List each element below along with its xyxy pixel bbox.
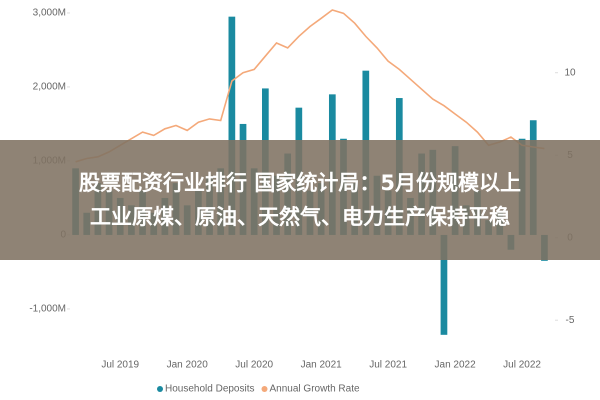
x-tick-label: Jan 2020 [167, 360, 209, 371]
x-tick-label: Jul 2021 [369, 360, 407, 371]
y-tick-label: 2,000M [33, 82, 66, 93]
legend-label: Annual Growth Rate [270, 384, 360, 395]
legend-marker [157, 386, 163, 392]
line [75, 9, 545, 163]
x-tick-label: Jul 2020 [235, 360, 273, 371]
x-tick-label: Jan 2022 [435, 360, 477, 371]
legend-label: Household Deposits [165, 384, 255, 395]
y2-tick-label: -5 [566, 315, 575, 326]
x-tick-label: Jan 2021 [301, 360, 343, 371]
title-banner: 股票配资行业排行 国家统计局：5月份规模以上 工业原煤、原油、天然气、电力生产保… [0, 140, 600, 260]
banner-line: 股票配资行业排行 国家统计局：5月份规模以上 [79, 171, 521, 195]
legend-marker [261, 386, 268, 392]
bar [228, 16, 236, 235]
x-tick-label: Jul 2022 [503, 360, 541, 371]
banner-line: 工业原煤、原油、天然气、电力生产保持平稳 [90, 205, 510, 229]
bar [440, 234, 448, 335]
y-tick-label: 3,000M [33, 8, 66, 19]
x-tick-label: Jul 2019 [101, 360, 139, 371]
y-tick-label: -1,000M [29, 304, 66, 315]
y2-tick-label: 10 [564, 67, 576, 78]
